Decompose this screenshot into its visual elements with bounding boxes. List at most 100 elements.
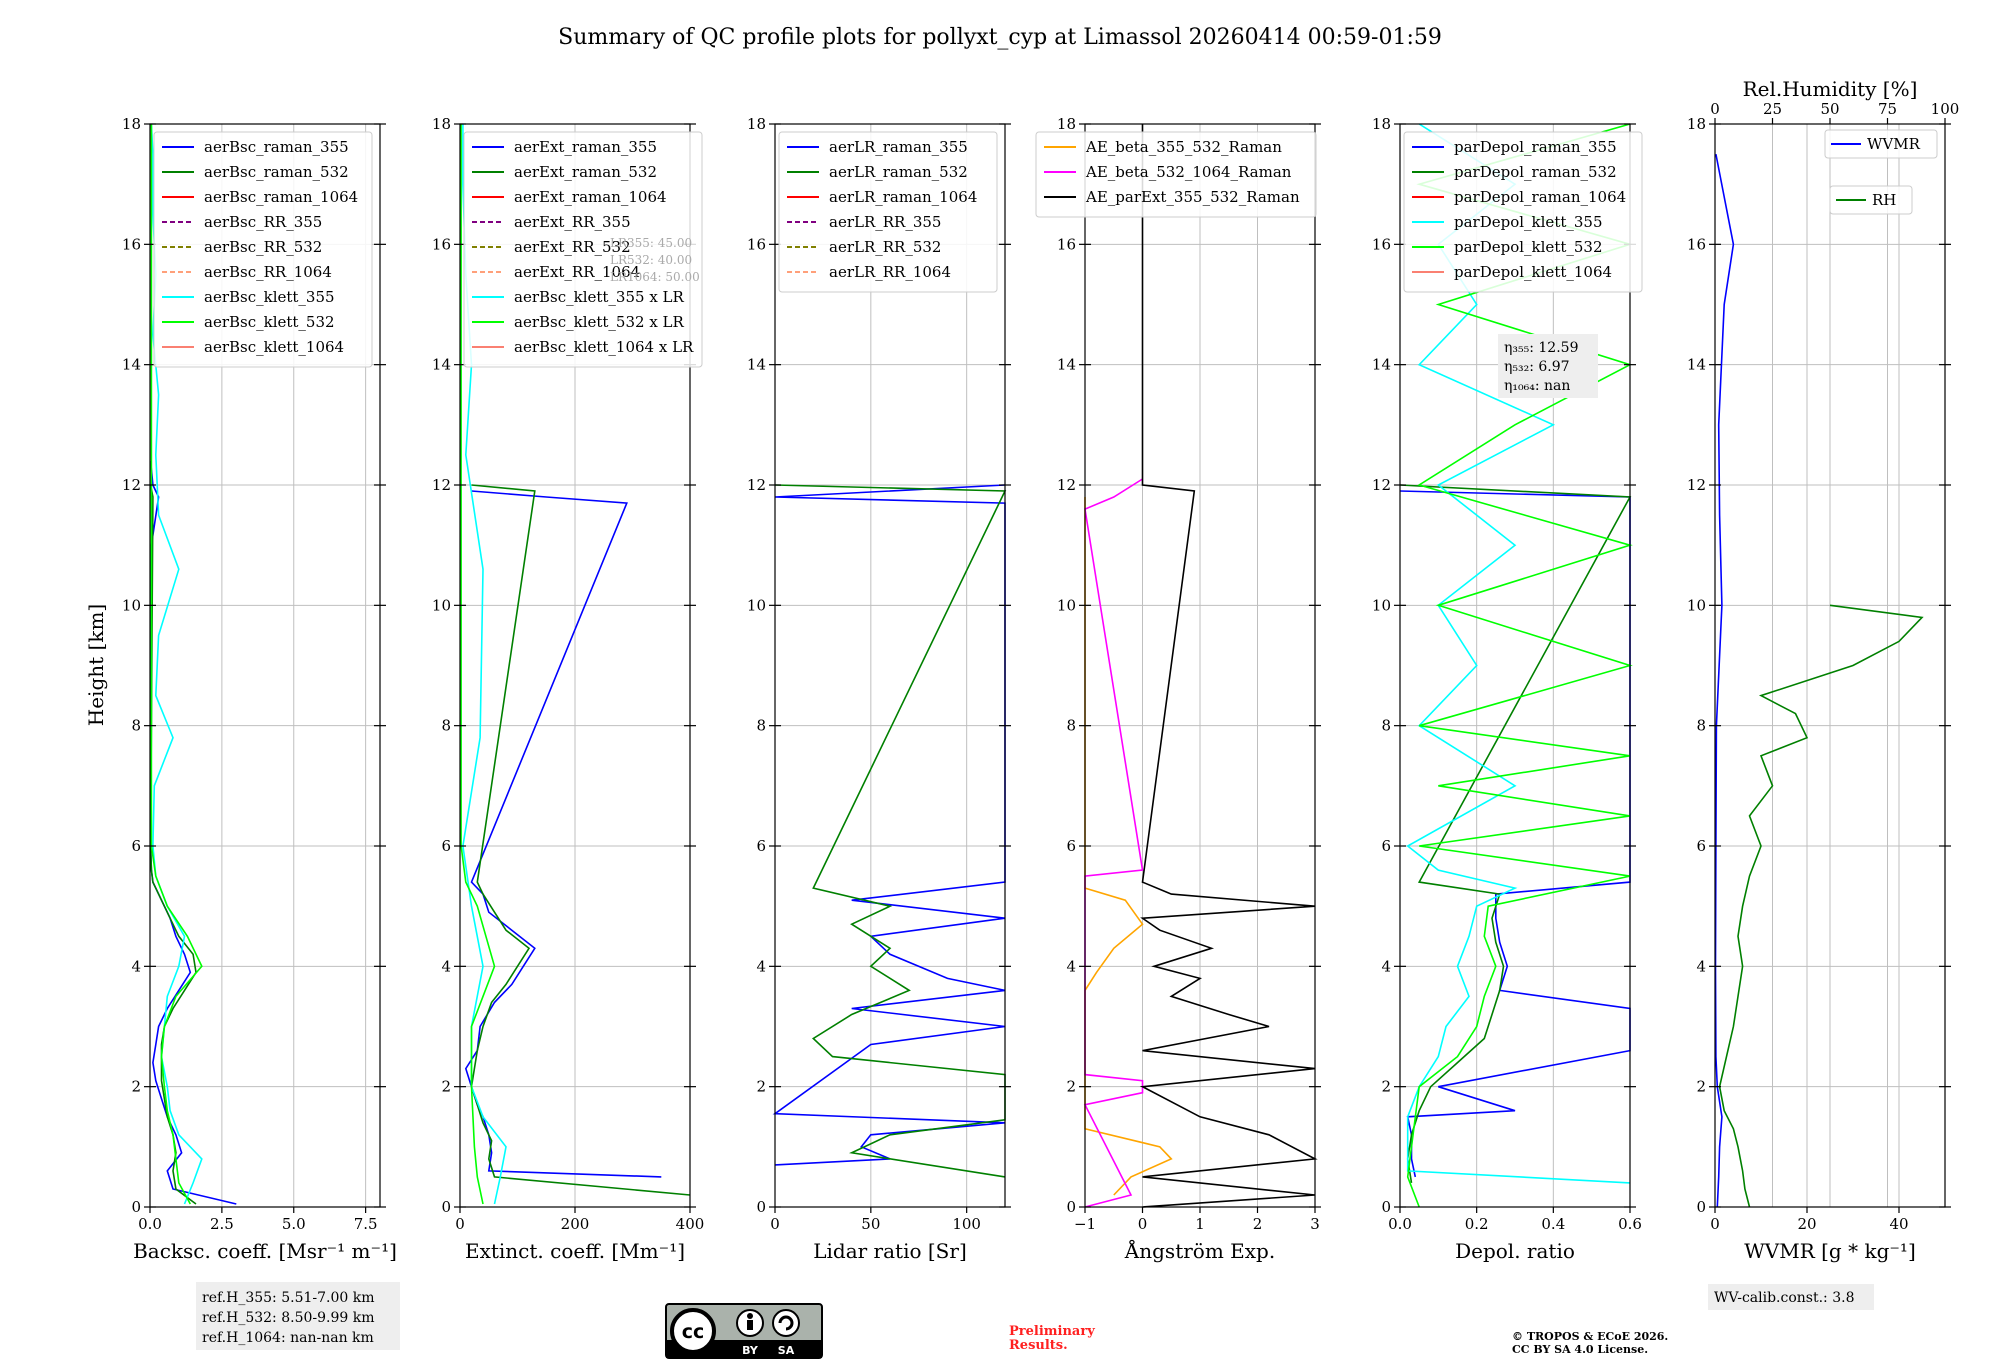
x-axis-label: Depol. ratio [1455,1239,1575,1263]
sa-arrow-icon [778,1315,794,1331]
y-tick-label: 8 [1696,717,1706,735]
wv-calib-const: WV-calib.const.: 3.8 [1714,1290,1854,1306]
series-line-RH [1718,604,1924,1208]
x-tick-label: 200 [561,1215,590,1233]
y-tick-label: 16 [1372,235,1391,253]
legend-entry: aerLR_raman_355 [829,138,968,156]
y-tick-label: 8 [441,717,451,735]
top-x-tick-label: 0 [1710,100,1720,118]
top-x-tick-label: 100 [1931,100,1960,118]
y-tick-label: 14 [122,356,141,374]
y-tick-label: 0 [131,1198,141,1216]
x-tick-label: 1 [1195,1215,1205,1233]
x-axis-label: Backsc. coeff. [Msr⁻¹ m⁻¹] [133,1239,397,1263]
top-x-axis-label: Rel.Humidity [%] [1743,77,1918,101]
y-tick-label: 12 [1687,476,1706,494]
legend-entry: aerBsc_klett_355 x LR [514,288,685,306]
panel-3: 0 2 4 6 8 10 12 14 16 18 0 50 100 Lidar ratio [Sr] aer… [747,115,1011,1263]
eta-value: η₃₅₅: 12.59 [1504,340,1578,356]
legend-entry: aerBsc_raman_532 [204,163,349,181]
panel-5: 0 2 4 6 8 10 12 14 16 18 0.0 0.2 0.4 0.6 Depol. ratio p… [1372,115,1643,1263]
cc-logo-text: cc [682,1321,705,1343]
y-tick-label: 2 [441,1078,451,1096]
y-tick-label: 16 [432,235,451,253]
legend-entry: aerLR_raman_532 [829,163,968,181]
ref-height-355: ref.H_355: 5.51-7.00 km [202,1290,375,1306]
y-tick-label: 18 [122,115,141,133]
y-tick-label: 4 [131,957,141,975]
x-tick-label: 0 [455,1215,465,1233]
legend-entry: AE_beta_532_1064_Raman [1085,163,1292,181]
x-axis-label: Extinct. coeff. [Mm⁻¹] [465,1239,685,1263]
lr-note: LR355: 45.00 [610,236,692,250]
y-tick-label: 0 [1381,1198,1391,1216]
x-tick-label: 7.5 [354,1215,378,1233]
x-tick-label: 400 [676,1215,705,1233]
axes-frame [1399,123,1631,1208]
y-tick-label: 6 [1066,837,1076,855]
legend-entry: aerLR_raman_1064 [829,188,977,206]
y-tick-label: 4 [441,957,451,975]
y-tick-label: 6 [441,837,451,855]
y-tick-label: 14 [1372,356,1391,374]
legend-entry: aerLR_RR_355 [829,213,941,231]
legend-entry: AE_beta_355_532_Raman [1085,138,1282,156]
eta-value: η₅₃₂: 6.97 [1504,359,1570,375]
legend-box [153,131,373,368]
panel-1: 0 2 4 6 8 10 12 14 16 18 0.0 2.5 5.0 7.5 Backsc. coeff… [122,115,397,1263]
x-tick-label: 100 [952,1215,981,1233]
top-x-tick-label: 50 [1820,100,1839,118]
y-tick-label: 0 [1696,1198,1706,1216]
preliminary-line: Preliminary [1009,1324,1095,1339]
by-person-head [747,1313,753,1319]
preliminary-line: Results. [1009,1338,1068,1353]
ref-height-box: ref.H_355: 5.51-7.00 km ref.H_532: 8.50-… [196,1282,400,1350]
y-tick-label: 16 [1687,235,1706,253]
panel-2: 0 2 4 6 8 10 12 14 16 18 0 200 400 Extinct. coeff. [M… [432,115,704,1263]
y-tick-label: 18 [747,115,766,133]
legend-box [1035,131,1317,218]
top-x-tick-label: 25 [1763,100,1782,118]
y-tick-label: 18 [1057,115,1076,133]
legend-entry: WVMR [1867,135,1921,153]
legend-entry: aerExt_raman_1064 [514,188,667,206]
by-person-body [747,1320,753,1330]
eta-box [1498,334,1598,398]
ref-height-532: ref.H_532: 8.50-9.99 km [202,1310,375,1326]
legend-entry: parDepol_raman_1064 [1454,188,1626,206]
legend-entry: parDepol_raman_532 [1454,163,1617,181]
copyright-note: © TROPOS & ECoE 2026. CC BY SA 4.0 Licens… [1512,1330,1668,1356]
y-tick-label: 2 [756,1078,766,1096]
legend-entry: aerBsc_RR_1064 [204,263,332,281]
sa-label: SA [778,1344,795,1357]
axes-frame [774,123,1006,1208]
series-line-AE_beta_355_532_Raman [1084,497,1173,1196]
series-line-parDepol_klett_532 [1406,123,1633,1208]
y-tick-label: 10 [1057,596,1076,614]
y-tick-label: 18 [432,115,451,133]
x-axis-label: Lidar ratio [Sr] [813,1239,967,1263]
y-tick-label: 0 [756,1198,766,1216]
legend-box [778,131,998,293]
figure-title: Summary of QC profile plots for pollyxt_… [558,25,1442,50]
y-tick-label: 8 [1381,717,1391,735]
x-tick-label: 40 [1889,1215,1908,1233]
y-tick-label: 10 [122,596,141,614]
legend-entry: aerLR_RR_532 [829,238,941,256]
y-tick-label: 18 [1372,115,1391,133]
by-label: BY [742,1344,759,1357]
wv-calib-box: WV-calib.const.: 3.8 [1708,1284,1874,1310]
y-tick-label: 12 [432,476,451,494]
legend-entry: aerLR_RR_1064 [829,263,951,281]
y-tick-label: 2 [131,1078,141,1096]
legend-entry: aerBsc_RR_355 [204,213,322,231]
y-tick-label: 14 [1687,356,1706,374]
eta-value: η₁₀₆₄: nan [1504,378,1570,394]
legend-box [1824,129,1938,159]
y-tick-label: 2 [1381,1078,1391,1096]
legend-entry: aerBsc_klett_355 [204,288,335,306]
y-tick-label: 10 [1687,596,1706,614]
y-tick-label: 0 [441,1198,451,1216]
